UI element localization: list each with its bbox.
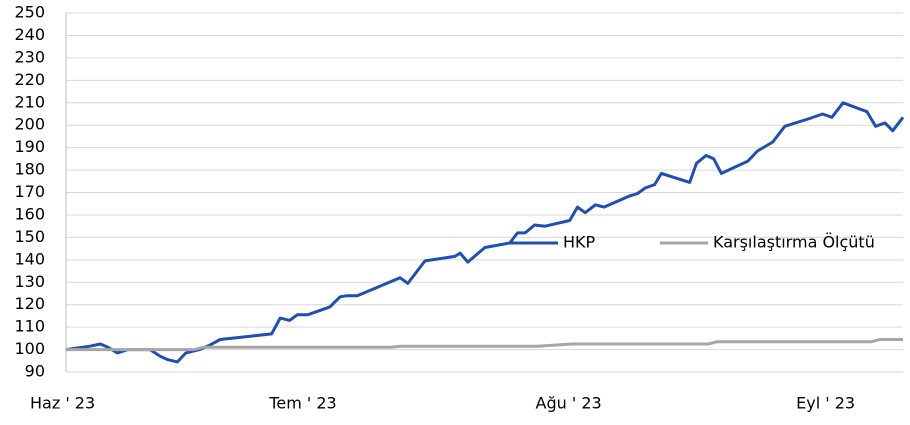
y-tick-label: 90	[25, 362, 45, 381]
y-tick-label: 100	[14, 339, 45, 358]
y-tick-label: 130	[14, 272, 45, 291]
y-tick-label: 150	[14, 227, 45, 246]
y-tick-label: 200	[14, 115, 45, 134]
y-tick-label: 160	[14, 204, 45, 223]
y-tick-label: 180	[14, 160, 45, 179]
y-tick-label: 210	[14, 92, 45, 111]
y-tick-label: 170	[14, 182, 45, 201]
x-tick-label: Haz ' 23	[30, 394, 95, 413]
legend-label: HKP	[563, 233, 596, 252]
y-tick-label: 250	[14, 3, 45, 22]
x-tick-label: Ağu ' 23	[536, 394, 602, 413]
y-tick-label: 230	[14, 47, 45, 66]
x-tick-label: Tem ' 23	[268, 394, 336, 413]
line-series	[65, 101, 905, 364]
y-tick-label: 240	[14, 25, 45, 44]
y-tick-label: 220	[14, 70, 45, 89]
line-series	[66, 338, 903, 352]
y-tick-label: 140	[14, 249, 45, 268]
y-tick-label: 110	[14, 317, 45, 336]
y-tick-label: 120	[14, 294, 45, 313]
y-tick-label: 190	[14, 137, 45, 156]
legend-label: Karşılaştırma Ölçütü	[713, 233, 875, 252]
x-tick-label: Eyl ' 23	[796, 394, 855, 413]
